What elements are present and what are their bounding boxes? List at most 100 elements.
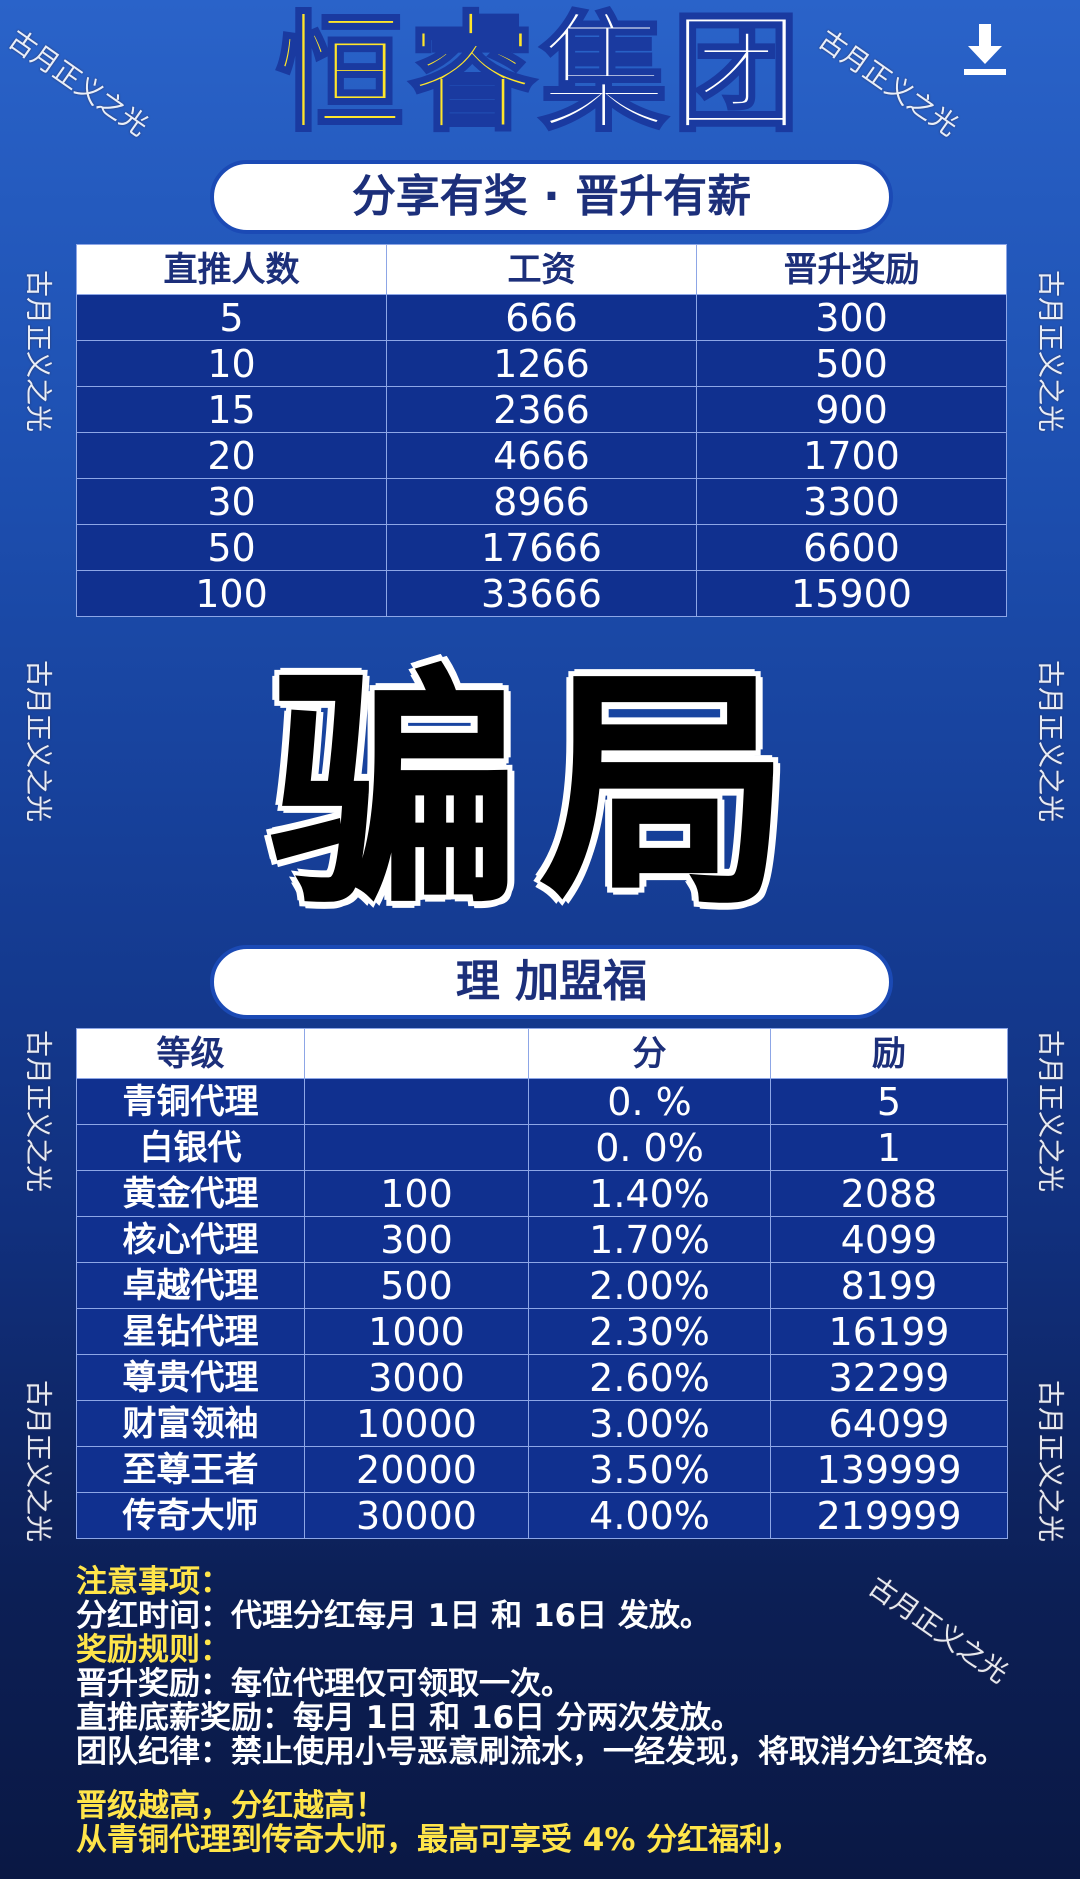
table-cell: 1700 bbox=[696, 432, 1007, 479]
table-cell: 8199 bbox=[770, 1262, 1008, 1309]
table-cell: 至尊王者 bbox=[76, 1446, 305, 1493]
subtitle-pill: 分享有奖 · 晋升有薪 bbox=[210, 160, 893, 234]
table-cell: 10 bbox=[76, 340, 387, 387]
table-cell: 15900 bbox=[696, 570, 1007, 617]
table-cell: 黄金代理 bbox=[76, 1170, 305, 1217]
table-cell: 500 bbox=[304, 1262, 529, 1309]
table-row: 10 1266 500 bbox=[76, 340, 1007, 387]
table-cell: 2.60% bbox=[528, 1354, 771, 1401]
table-cell: 300 bbox=[696, 294, 1007, 341]
table-cell: 卓越代理 bbox=[76, 1262, 305, 1309]
rule-line: 团队纪律：禁止使用小号恶意刷流水，一经发现，将取消分红资格。 bbox=[76, 1734, 1006, 1770]
table-cell: 15 bbox=[76, 386, 387, 433]
watermark: 古月正义之光 bbox=[1034, 1380, 1065, 1542]
table-row: 尊贵代理 3000 2.60% 32299 bbox=[76, 1354, 1008, 1401]
watermark: 古月正义之光 bbox=[22, 660, 53, 822]
scam-stamp: 骗局 bbox=[269, 642, 810, 938]
column-header: 晋升奖励 bbox=[696, 244, 1007, 295]
table-cell: 30 bbox=[76, 478, 387, 525]
table-row: 5 666 300 bbox=[76, 294, 1007, 341]
rule-line: 直推底薪奖励：每月 1日 和 16日 分两次发放。 bbox=[76, 1700, 742, 1736]
table-cell: 尊贵代理 bbox=[76, 1354, 305, 1401]
table-cell: 2.30% bbox=[528, 1308, 771, 1355]
column-header: 直推人数 bbox=[76, 244, 387, 295]
spacer bbox=[76, 1769, 1066, 1789]
table-cell: 50 bbox=[76, 524, 387, 571]
table-row: 20 4666 1700 bbox=[76, 432, 1007, 479]
table-row: 白银代 0. 0% 1 bbox=[76, 1124, 1008, 1171]
table-cell: 900 bbox=[696, 386, 1007, 433]
table-cell: 白银代 bbox=[76, 1124, 305, 1171]
table-cell: 666 bbox=[386, 294, 697, 341]
table-cell: 6600 bbox=[696, 524, 1007, 571]
table-cell: 2366 bbox=[386, 386, 697, 433]
watermark: 古月正义之光 bbox=[1034, 1030, 1065, 1192]
table-row: 100 33666 15900 bbox=[76, 570, 1007, 617]
table-row: 黄金代理 100 1.40% 2088 bbox=[76, 1170, 1008, 1217]
table-cell: 100 bbox=[304, 1170, 529, 1217]
table-cell: 5 bbox=[76, 294, 387, 341]
table-cell: 219999 bbox=[770, 1492, 1008, 1539]
column-header: 工资 bbox=[386, 244, 697, 295]
table-cell: 0. 0% bbox=[528, 1124, 771, 1171]
table-cell bbox=[304, 1124, 529, 1171]
promo-line: 从青铜代理到传奇大师，最高可享受 4% 分红福利， bbox=[76, 1822, 802, 1858]
table-cell: 8966 bbox=[386, 478, 697, 525]
table-cell: 300 bbox=[304, 1216, 529, 1263]
page-title: 恒睿集团 bbox=[0, 0, 1080, 151]
table-cell: 4666 bbox=[386, 432, 697, 479]
table-cell: 4.00% bbox=[528, 1492, 771, 1539]
table-row: 至尊王者 20000 3.50% 139999 bbox=[76, 1446, 1008, 1493]
watermark: 古月正义之光 bbox=[22, 1380, 53, 1542]
table-row: 卓越代理 500 2.00% 8199 bbox=[76, 1262, 1008, 1309]
rules-heading: 奖励规则： bbox=[76, 1632, 231, 1668]
column-header: 等级 bbox=[76, 1028, 305, 1079]
table-cell: 500 bbox=[696, 340, 1007, 387]
table-cell: 64099 bbox=[770, 1400, 1008, 1447]
table-cell: 核心代理 bbox=[76, 1216, 305, 1263]
table-cell: 3.50% bbox=[528, 1446, 771, 1493]
table-cell: 10000 bbox=[304, 1400, 529, 1447]
table-cell: 4099 bbox=[770, 1216, 1008, 1263]
table-row: 青铜代理 0. % 5 bbox=[76, 1078, 1008, 1125]
table-row: 财富领袖 10000 3.00% 64099 bbox=[76, 1400, 1008, 1447]
table-row: 15 2366 900 bbox=[76, 386, 1007, 433]
table-cell: 2088 bbox=[770, 1170, 1008, 1217]
download-icon[interactable] bbox=[962, 22, 1008, 76]
watermark: 古月正义之光 bbox=[1034, 270, 1065, 432]
table-cell: 32299 bbox=[770, 1354, 1008, 1401]
table-cell: 3300 bbox=[696, 478, 1007, 525]
table-cell: 139999 bbox=[770, 1446, 1008, 1493]
salary-table: 直推人数 工资 晋升奖励 5 666 300 10 1266 500 15 2366 900 20 466… bbox=[76, 244, 1007, 617]
table-cell: 青铜代理 bbox=[76, 1078, 305, 1125]
table-row: 50 17666 6600 bbox=[76, 524, 1007, 571]
table-row: 30 8966 3300 bbox=[76, 478, 1007, 525]
column-header bbox=[304, 1028, 529, 1079]
notes: 注意事项： 分红时间：代理分红每月 1日 和 16日 发放。 奖励规则： 晋升奖… bbox=[76, 1565, 1066, 1857]
table-cell: 16199 bbox=[770, 1308, 1008, 1355]
table-cell: 1.40% bbox=[528, 1170, 771, 1217]
table-cell: 20 bbox=[76, 432, 387, 479]
table-cell: 33666 bbox=[386, 570, 697, 617]
table-cell: 17666 bbox=[386, 524, 697, 571]
table-cell: 5 bbox=[770, 1078, 1008, 1125]
title-part1: 恒睿 bbox=[274, 0, 540, 151]
table-cell: 3000 bbox=[304, 1354, 529, 1401]
section2-pill: 理 加盟福 bbox=[210, 945, 893, 1019]
table-row: 星钻代理 1000 2.30% 16199 bbox=[76, 1308, 1008, 1355]
table-cell: 1000 bbox=[304, 1308, 529, 1355]
table-cell: 传奇大师 bbox=[76, 1492, 305, 1539]
table-cell: 3.00% bbox=[528, 1400, 771, 1447]
dividend-time: 分红时间：代理分红每月 1日 和 16日 发放。 bbox=[76, 1598, 711, 1634]
table-cell: 1 bbox=[770, 1124, 1008, 1171]
column-header: 励 bbox=[770, 1028, 1008, 1079]
table-cell: 财富领袖 bbox=[76, 1400, 305, 1447]
table-cell: 20000 bbox=[304, 1446, 529, 1493]
column-header: 分 bbox=[528, 1028, 771, 1079]
watermark: 古月正义之光 bbox=[22, 1030, 53, 1192]
rule-line: 晋升奖励：每位代理仅可领取一次。 bbox=[76, 1666, 572, 1702]
level-table: 等级分励青铜代理 0. % 5 白银代 0. 0% 1 黄金代理 100 1.40% 2088 核心… bbox=[76, 1028, 1008, 1539]
table-row: 传奇大师 30000 4.00% 219999 bbox=[76, 1492, 1008, 1539]
table-cell: 1266 bbox=[386, 340, 697, 387]
watermark: 古月正义之光 bbox=[22, 270, 53, 432]
